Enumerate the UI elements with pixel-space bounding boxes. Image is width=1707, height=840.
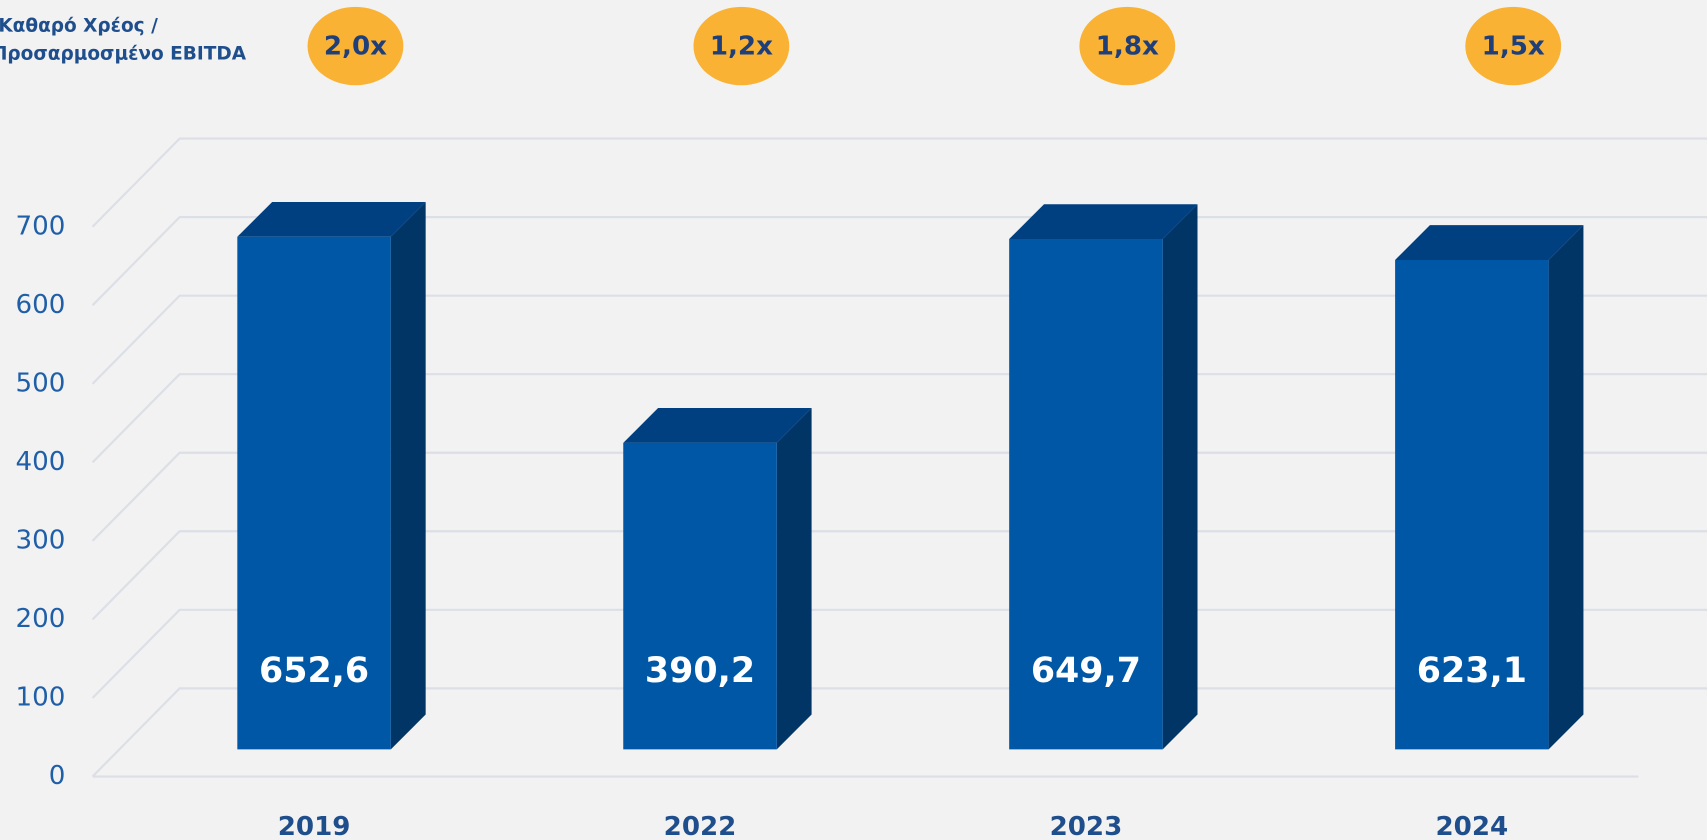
note-line: Καθαρό Χρέος / <box>0 15 158 36</box>
bar-side <box>1548 225 1584 750</box>
note-line: Προσαρμοσμένο EBITDA <box>0 44 247 65</box>
bar-front <box>237 236 391 750</box>
bar <box>1395 225 1584 750</box>
value-label: 649,7 <box>1031 651 1141 691</box>
grid-line <box>91 137 1707 228</box>
ratio-badge <box>1465 6 1562 86</box>
y-tick-label: 500 <box>15 368 65 398</box>
grid-line <box>91 216 1707 307</box>
ratio-badge <box>1079 6 1176 86</box>
grid-line <box>91 687 1707 778</box>
grid-line <box>91 608 1707 699</box>
bar <box>237 201 426 750</box>
ratio-label: 2,0x <box>324 32 387 62</box>
ratio-label: 1,5x <box>1482 32 1545 62</box>
value-label: 390,2 <box>645 651 755 691</box>
bar-front <box>1395 259 1549 750</box>
bar-top <box>1395 225 1584 260</box>
x-tick-label: 2019 <box>278 812 351 840</box>
ratio-label: 1,8x <box>1096 32 1159 62</box>
bar-front <box>623 442 777 750</box>
bar-top <box>1009 204 1198 240</box>
y-tick-label: 200 <box>15 604 65 634</box>
bar-top <box>623 408 812 443</box>
y-tick-label: 600 <box>15 290 65 320</box>
bar-front <box>1009 239 1163 750</box>
y-tick-label: 0 <box>49 761 66 791</box>
value-label: 623,1 <box>1417 651 1527 691</box>
x-tick-label: 2022 <box>664 812 737 840</box>
grid-line <box>91 451 1707 542</box>
x-tick-label: 2024 <box>1436 812 1509 840</box>
bar <box>623 408 812 750</box>
bar-top <box>237 201 426 237</box>
bar <box>1009 204 1198 750</box>
grid-line <box>91 294 1707 385</box>
grid-line <box>91 530 1707 621</box>
bar-side <box>390 201 426 750</box>
grid-line <box>91 373 1707 464</box>
y-tick-label: 700 <box>15 211 65 241</box>
y-tick-label: 400 <box>15 447 65 477</box>
y-tick-label: 100 <box>15 682 65 712</box>
ratio-badge <box>307 6 404 86</box>
bar-side <box>1162 204 1198 750</box>
ratio-badge <box>693 6 790 86</box>
ratio-label: 1,2x <box>710 32 773 62</box>
y-tick-label: 300 <box>15 525 65 555</box>
bar-side <box>776 408 812 750</box>
value-label: 652,6 <box>259 651 369 691</box>
x-tick-label: 2023 <box>1050 812 1123 840</box>
